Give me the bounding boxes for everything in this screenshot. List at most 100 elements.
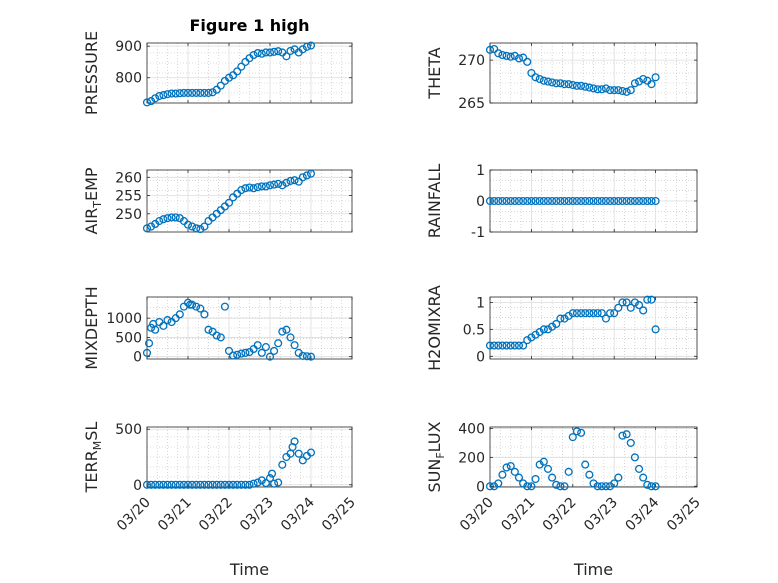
data-point (302, 352, 311, 361)
data-point (257, 182, 266, 191)
data-point (614, 86, 623, 95)
axes-box (489, 296, 698, 360)
data-point (155, 217, 164, 226)
data-point (196, 225, 205, 234)
x-tick-label: 03/23 (581, 495, 621, 535)
data-point (502, 341, 511, 350)
data-point (577, 309, 586, 318)
y-tick-label: 250 (115, 207, 142, 223)
data-point (601, 314, 610, 323)
data-point (145, 339, 154, 348)
data-point (556, 314, 565, 323)
data-point (175, 310, 184, 319)
data-point (622, 430, 631, 439)
data-point (564, 467, 573, 476)
data-point (577, 196, 586, 206)
data-point (523, 196, 532, 206)
data-point (523, 57, 532, 66)
x-tick-label: 03/25 (319, 495, 359, 535)
x-tick-label: 03/24 (278, 494, 318, 534)
data-point (220, 480, 229, 489)
data-point (163, 214, 172, 223)
data-point (593, 196, 602, 206)
data-point (647, 196, 656, 206)
data-point (274, 179, 283, 188)
data-point (212, 480, 221, 489)
data-point (510, 341, 519, 350)
y-tick-label: 0.5 (463, 322, 485, 338)
subplot-6: 0 0.5 1 H2OMIXRA (425, 285, 698, 371)
x-axis-label: Time (573, 560, 613, 579)
data-point (651, 325, 660, 334)
data-point (618, 431, 627, 440)
data-point (142, 98, 152, 107)
data-point (159, 321, 168, 330)
data-point (535, 196, 544, 206)
data-point (527, 196, 536, 206)
data-point (261, 343, 270, 352)
data-point (163, 90, 172, 99)
data-point (581, 196, 590, 206)
data-point (548, 196, 557, 206)
data-point (270, 479, 279, 488)
data-point (651, 73, 660, 82)
data-point (552, 480, 561, 489)
data-point (572, 309, 581, 318)
data-point (302, 42, 311, 51)
data-point (286, 176, 295, 185)
data-point (171, 480, 180, 489)
data-point (539, 196, 548, 206)
data-point (274, 478, 283, 487)
data-point (643, 480, 652, 489)
data-point (572, 196, 581, 206)
data-point (560, 80, 569, 89)
data-point (639, 306, 648, 315)
data-point (506, 341, 515, 350)
data-point (274, 339, 283, 348)
data-point (183, 88, 193, 97)
data-point (155, 92, 164, 101)
data-point (552, 196, 561, 206)
axes-box (489, 42, 698, 104)
data-point (577, 428, 586, 437)
data-point (241, 348, 250, 357)
data-point (167, 213, 176, 222)
data-point (265, 474, 275, 483)
data-point (278, 181, 287, 190)
y-tick-label: 265 (458, 96, 485, 112)
data-point (548, 473, 557, 482)
data-point (643, 295, 652, 304)
data-point (618, 196, 627, 206)
y-axis-label: PRESSURE (82, 31, 101, 115)
subplot-7: 0 500 TERRMSL 03/20 03/21 03/22 03/23 03/24 03/2… (82, 422, 359, 579)
data-point (560, 482, 569, 491)
data-point (192, 302, 201, 311)
data-point (606, 309, 615, 318)
data-point (163, 480, 172, 489)
y-tick-label: 0 (133, 350, 142, 366)
data-point (175, 480, 184, 489)
data-point (155, 480, 164, 489)
data-point (622, 87, 631, 96)
y-tick-label: -1 (471, 225, 485, 241)
data-point (151, 325, 160, 334)
data-point (498, 196, 507, 206)
y-tick-label: 0 (476, 194, 485, 210)
data-point (290, 341, 299, 350)
y-tick-label: 270 (458, 53, 485, 69)
data-point (490, 196, 499, 206)
data-point (224, 73, 234, 82)
data-point (249, 184, 258, 193)
data-point (163, 316, 172, 325)
data-point (519, 53, 528, 62)
y-axis-label: RAINFALL (425, 164, 444, 239)
data-point (265, 48, 275, 57)
data-point (568, 433, 577, 442)
data-point (183, 220, 193, 229)
data-point (183, 480, 193, 489)
y-tick-label: 400 (458, 421, 485, 437)
subplot-3: 250 255 260 AIRTEMP (82, 167, 353, 235)
data-point (630, 196, 639, 206)
y-tick-label: 260 (115, 170, 142, 186)
data-point (220, 302, 229, 311)
